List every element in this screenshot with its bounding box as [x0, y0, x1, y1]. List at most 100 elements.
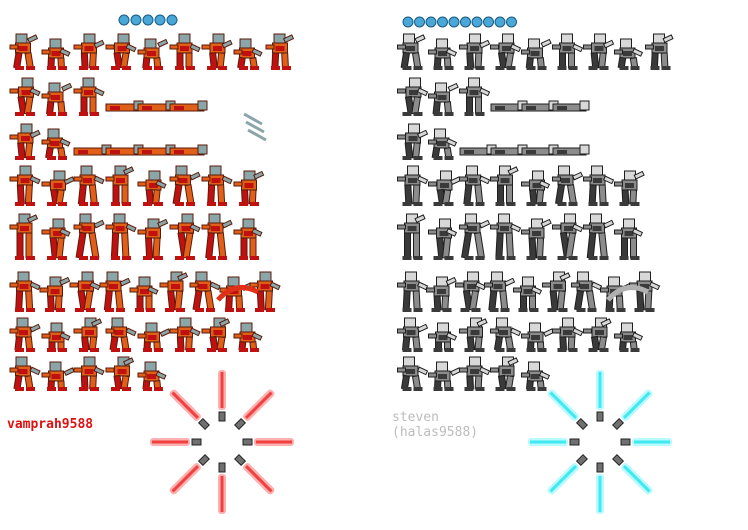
slash-effect — [216, 285, 260, 302]
saber-icon — [218, 370, 226, 422]
sprite-frame — [137, 38, 169, 70]
saber-icon — [596, 462, 604, 514]
sprite-frame — [9, 77, 41, 116]
sprite-frame — [105, 165, 135, 206]
sprite-frame — [9, 165, 41, 206]
sprite-frame — [552, 33, 584, 70]
sprite-frame — [105, 144, 144, 156]
sprite-frame — [201, 165, 233, 206]
orb-icon — [154, 14, 166, 26]
sprite-frame — [614, 170, 645, 206]
sprite-frame — [521, 38, 552, 70]
slash-effect — [606, 285, 650, 302]
sprite-frame — [552, 144, 590, 156]
saber-icon — [596, 370, 604, 422]
sprite-frame — [41, 322, 71, 352]
orb-icon — [437, 16, 448, 28]
sprite-frame — [201, 317, 231, 352]
orb-icon — [414, 16, 425, 28]
orb-icon — [448, 16, 460, 28]
sprite-frame — [189, 271, 221, 312]
saber-icon — [169, 389, 210, 430]
saber-icon — [242, 438, 294, 446]
sprite-frame — [428, 38, 458, 70]
sprite-frame — [459, 356, 491, 391]
orb-icons-right — [402, 16, 517, 28]
sprite-frame — [137, 218, 169, 260]
sprite-frame — [73, 144, 112, 156]
sprite-frame — [129, 276, 159, 312]
saber-icon — [169, 454, 210, 495]
animation-row — [397, 271, 661, 312]
sprite-frame — [137, 100, 176, 112]
animation-row — [397, 213, 644, 260]
sprite-frame — [73, 33, 105, 70]
sprite-frame — [571, 271, 603, 312]
sprite-frame — [73, 213, 105, 260]
animation-row — [9, 77, 208, 116]
sprite-frame — [459, 77, 491, 116]
sprite-frame — [428, 82, 459, 116]
sprite-frame — [397, 356, 429, 391]
sprite-frame — [105, 33, 137, 70]
animation-row — [9, 317, 263, 352]
sprite-frame — [169, 33, 201, 70]
animation-row — [397, 123, 590, 160]
sprite-frame — [490, 33, 522, 70]
sprite-frame — [397, 213, 426, 260]
credit-vamprah: vamprah9588 — [7, 417, 94, 432]
blade-effect-icon — [243, 112, 267, 142]
sprite-frame — [614, 218, 644, 260]
orb-icon — [142, 14, 154, 26]
sprite-frame — [397, 165, 429, 206]
sprite-frame — [9, 271, 41, 312]
sprite-frame — [105, 100, 144, 112]
sprite-frame — [233, 170, 265, 206]
orb-icon — [483, 16, 494, 28]
sprite-frame — [521, 170, 551, 206]
sprite-frame — [159, 271, 189, 312]
sprite-frame — [169, 317, 201, 352]
animation-row — [397, 77, 590, 116]
right-sheet — [397, 33, 674, 391]
sprite-frame — [233, 322, 263, 352]
sprite-frame — [513, 276, 543, 312]
sprite-frame — [552, 165, 584, 206]
sprite-frame — [41, 82, 73, 116]
sprite-frame — [490, 213, 522, 260]
animation-row — [9, 271, 281, 312]
sprite-frame — [169, 165, 201, 206]
sprite-frame — [583, 33, 615, 70]
saber-icon — [547, 454, 588, 495]
animation-row — [397, 317, 644, 352]
sprite-frame — [137, 322, 171, 352]
orb-icon — [402, 16, 414, 28]
sprite-frame — [521, 322, 555, 352]
saber-icon — [612, 389, 653, 430]
sprite-frame — [39, 276, 71, 312]
sprite-frame — [41, 218, 71, 260]
sprite-frame — [459, 33, 491, 70]
sprite-frame — [459, 213, 491, 260]
sprite-frame — [9, 356, 41, 391]
sprite-frame — [137, 144, 176, 156]
sprite-frame — [169, 100, 208, 112]
sprite-frame — [521, 361, 551, 391]
sprite-frame — [73, 77, 105, 116]
sprite-frame — [249, 271, 281, 312]
sprite-frame — [265, 33, 295, 70]
sprite-frame — [455, 271, 487, 312]
saber-icon — [218, 462, 226, 514]
animation-row — [9, 123, 208, 160]
sprite-frame — [397, 317, 429, 352]
sprite-frame — [9, 317, 41, 352]
orb-icon — [166, 14, 178, 26]
sprite-frame — [41, 38, 71, 70]
sprite-frame — [645, 33, 674, 70]
sprite-frame — [73, 317, 103, 352]
sprite-frame — [428, 128, 458, 160]
orb-icons-left — [118, 14, 178, 26]
sprite-frame — [137, 170, 167, 206]
animation-row — [9, 356, 167, 391]
